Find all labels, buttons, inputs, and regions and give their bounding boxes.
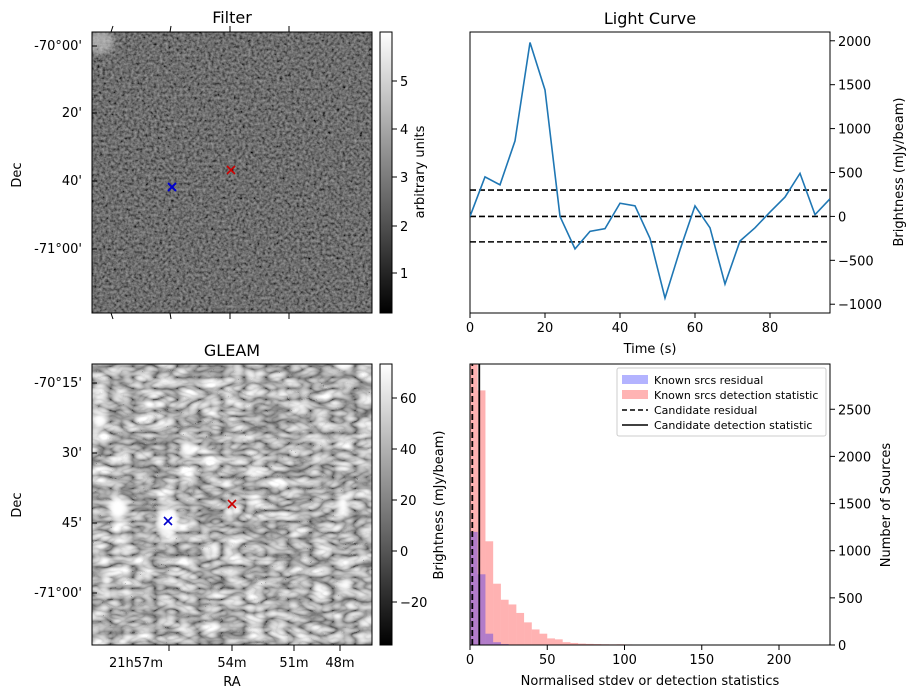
filter-image [92,32,372,313]
filter-marker-blue [167,182,177,192]
gleam-panel: GLEAM -70°15' [10,341,427,690]
filter-ytick: -70°00' [34,39,82,54]
histogram-bar [516,612,525,645]
histogram-left-ylabel: Brightness (mJy/beam) [432,431,447,580]
histogram-ytick: 1000 [838,545,871,560]
filter-ytick: -71°00' [34,242,82,257]
histogram-xtick: 0 [466,653,474,668]
legend-label: Candidate residual [654,404,757,417]
filter-cbar-tick: 1 [400,267,408,282]
histogram-xtick: 100 [612,653,637,668]
gleam-cbar-tick: 40 [400,443,417,458]
filter-marker-red [226,165,236,175]
histogram-bar [493,642,501,645]
histogram-panel: 0 50 100 150 200 0 500 1000 1500 2000 2500 Normal… [432,363,894,689]
histogram-bar [578,643,586,645]
histogram-bar [485,633,494,645]
gleam-marker-red [227,499,237,509]
filter-title: Filter [212,8,252,27]
histogram-ytick: 2500 [838,403,871,418]
light-curve-ytick: −500 [838,254,874,269]
light-curve-panel: Light Curve 0 20 40 60 80 −1000 −500 0 500 1000 1… [466,9,907,357]
light-curve-xtick: 0 [466,321,474,336]
histogram-xtick: 150 [689,653,714,668]
histogram-bar [562,642,571,645]
gleam-xtick: 51m [279,656,308,671]
histogram-bar [508,604,517,645]
legend-swatch [622,375,648,384]
histogram-bar [539,633,548,645]
histogram-bar [554,639,563,645]
light-curve-ytick: 1000 [838,123,871,138]
histogram-bar [547,638,555,645]
histogram-bar [470,531,478,645]
light-curve-ytick: −1000 [838,298,882,313]
light-curve-xtick: 80 [762,321,779,336]
gleam-cbar-tick: 20 [400,494,417,509]
gleam-ytick: -70°15' [34,376,82,391]
light-curve-title: Light Curve [604,9,696,28]
gleam-xtick: 21h57m [109,656,163,671]
histogram-bar [493,583,501,645]
filter-cbar-tick: 2 [400,220,408,235]
histogram-bar [524,622,532,645]
gleam-cbar-tick: −20 [400,596,427,611]
filter-ytick: 40' [62,174,82,189]
light-curve-xtick: 20 [537,321,554,336]
light-curve-ytick: 500 [838,167,863,182]
gleam-title: GLEAM [204,341,260,360]
light-curve-xtick: 60 [687,321,704,336]
light-curve-xtick: 40 [612,321,629,336]
legend-swatch [622,390,648,399]
filter-ytick: 20' [62,106,82,121]
filter-cbar-tick: 5 [400,75,408,90]
filter-cbar-tick: 4 [400,123,408,138]
light-curve-xlabel: Time (s) [623,342,677,357]
light-curve-series [470,42,830,302]
gleam-ytick: 45' [62,516,82,531]
filter-panel: Filter -70°00' 20' 40' -71°00' Dec [10,8,428,320]
gleam-xtick: 48m [325,656,354,671]
filter-colorbar: 1 2 3 4 5 arbitrary units [379,31,428,314]
gleam-image [92,364,372,645]
gleam-ytick: -71°00' [34,586,82,601]
histogram-bar [485,541,494,645]
light-curve-ytick: 2000 [838,35,871,50]
histogram-bar [477,390,486,645]
light-curve-ytick: 0 [838,210,846,225]
histogram-ytick: 0 [838,639,846,654]
histogram-legend: Known srcs residual Known srcs detection … [616,367,827,437]
light-curve-ylabel: Brightness (mJy/beam) [892,98,907,247]
histogram-bar [585,643,594,645]
histogram-xtick: 50 [539,653,556,668]
histogram-bar [570,642,579,645]
gleam-marker-blue [163,516,173,526]
gleam-xtick: 54m [217,656,246,671]
histogram-bar [470,364,478,645]
filter-cbar-tick: 3 [400,171,408,186]
gleam-xlabel: RA [223,675,241,690]
histogram-bar [477,574,486,645]
histogram-xlabel: Normalised stdev or detection statistics [521,674,780,689]
light-curve-ytick: 1500 [838,79,871,94]
histogram-ylabel: Number of Sources [879,443,894,568]
histogram-ytick: 500 [838,592,863,607]
gleam-ylabel: Dec [10,492,25,517]
gleam-colorbar: 60 40 20 0 −20 [379,363,427,646]
filter-ylabel: Dec [10,162,25,187]
legend-label: Candidate detection statistic [654,419,812,432]
histogram-bar [500,599,509,645]
histogram-ytick: 1500 [838,498,871,513]
histogram-xtick: 200 [767,653,792,668]
gleam-cbar-tick: 60 [400,392,417,407]
gleam-cbar-tick: 0 [400,545,408,560]
legend-label: Known srcs detection statistic [654,389,818,402]
filter-cbar-label: arbitrary units [413,125,428,218]
histogram-bar [531,629,540,645]
histogram-ytick: 2000 [838,450,871,465]
legend-label: Known srcs residual [654,374,763,387]
gleam-ytick: 30' [62,446,82,461]
